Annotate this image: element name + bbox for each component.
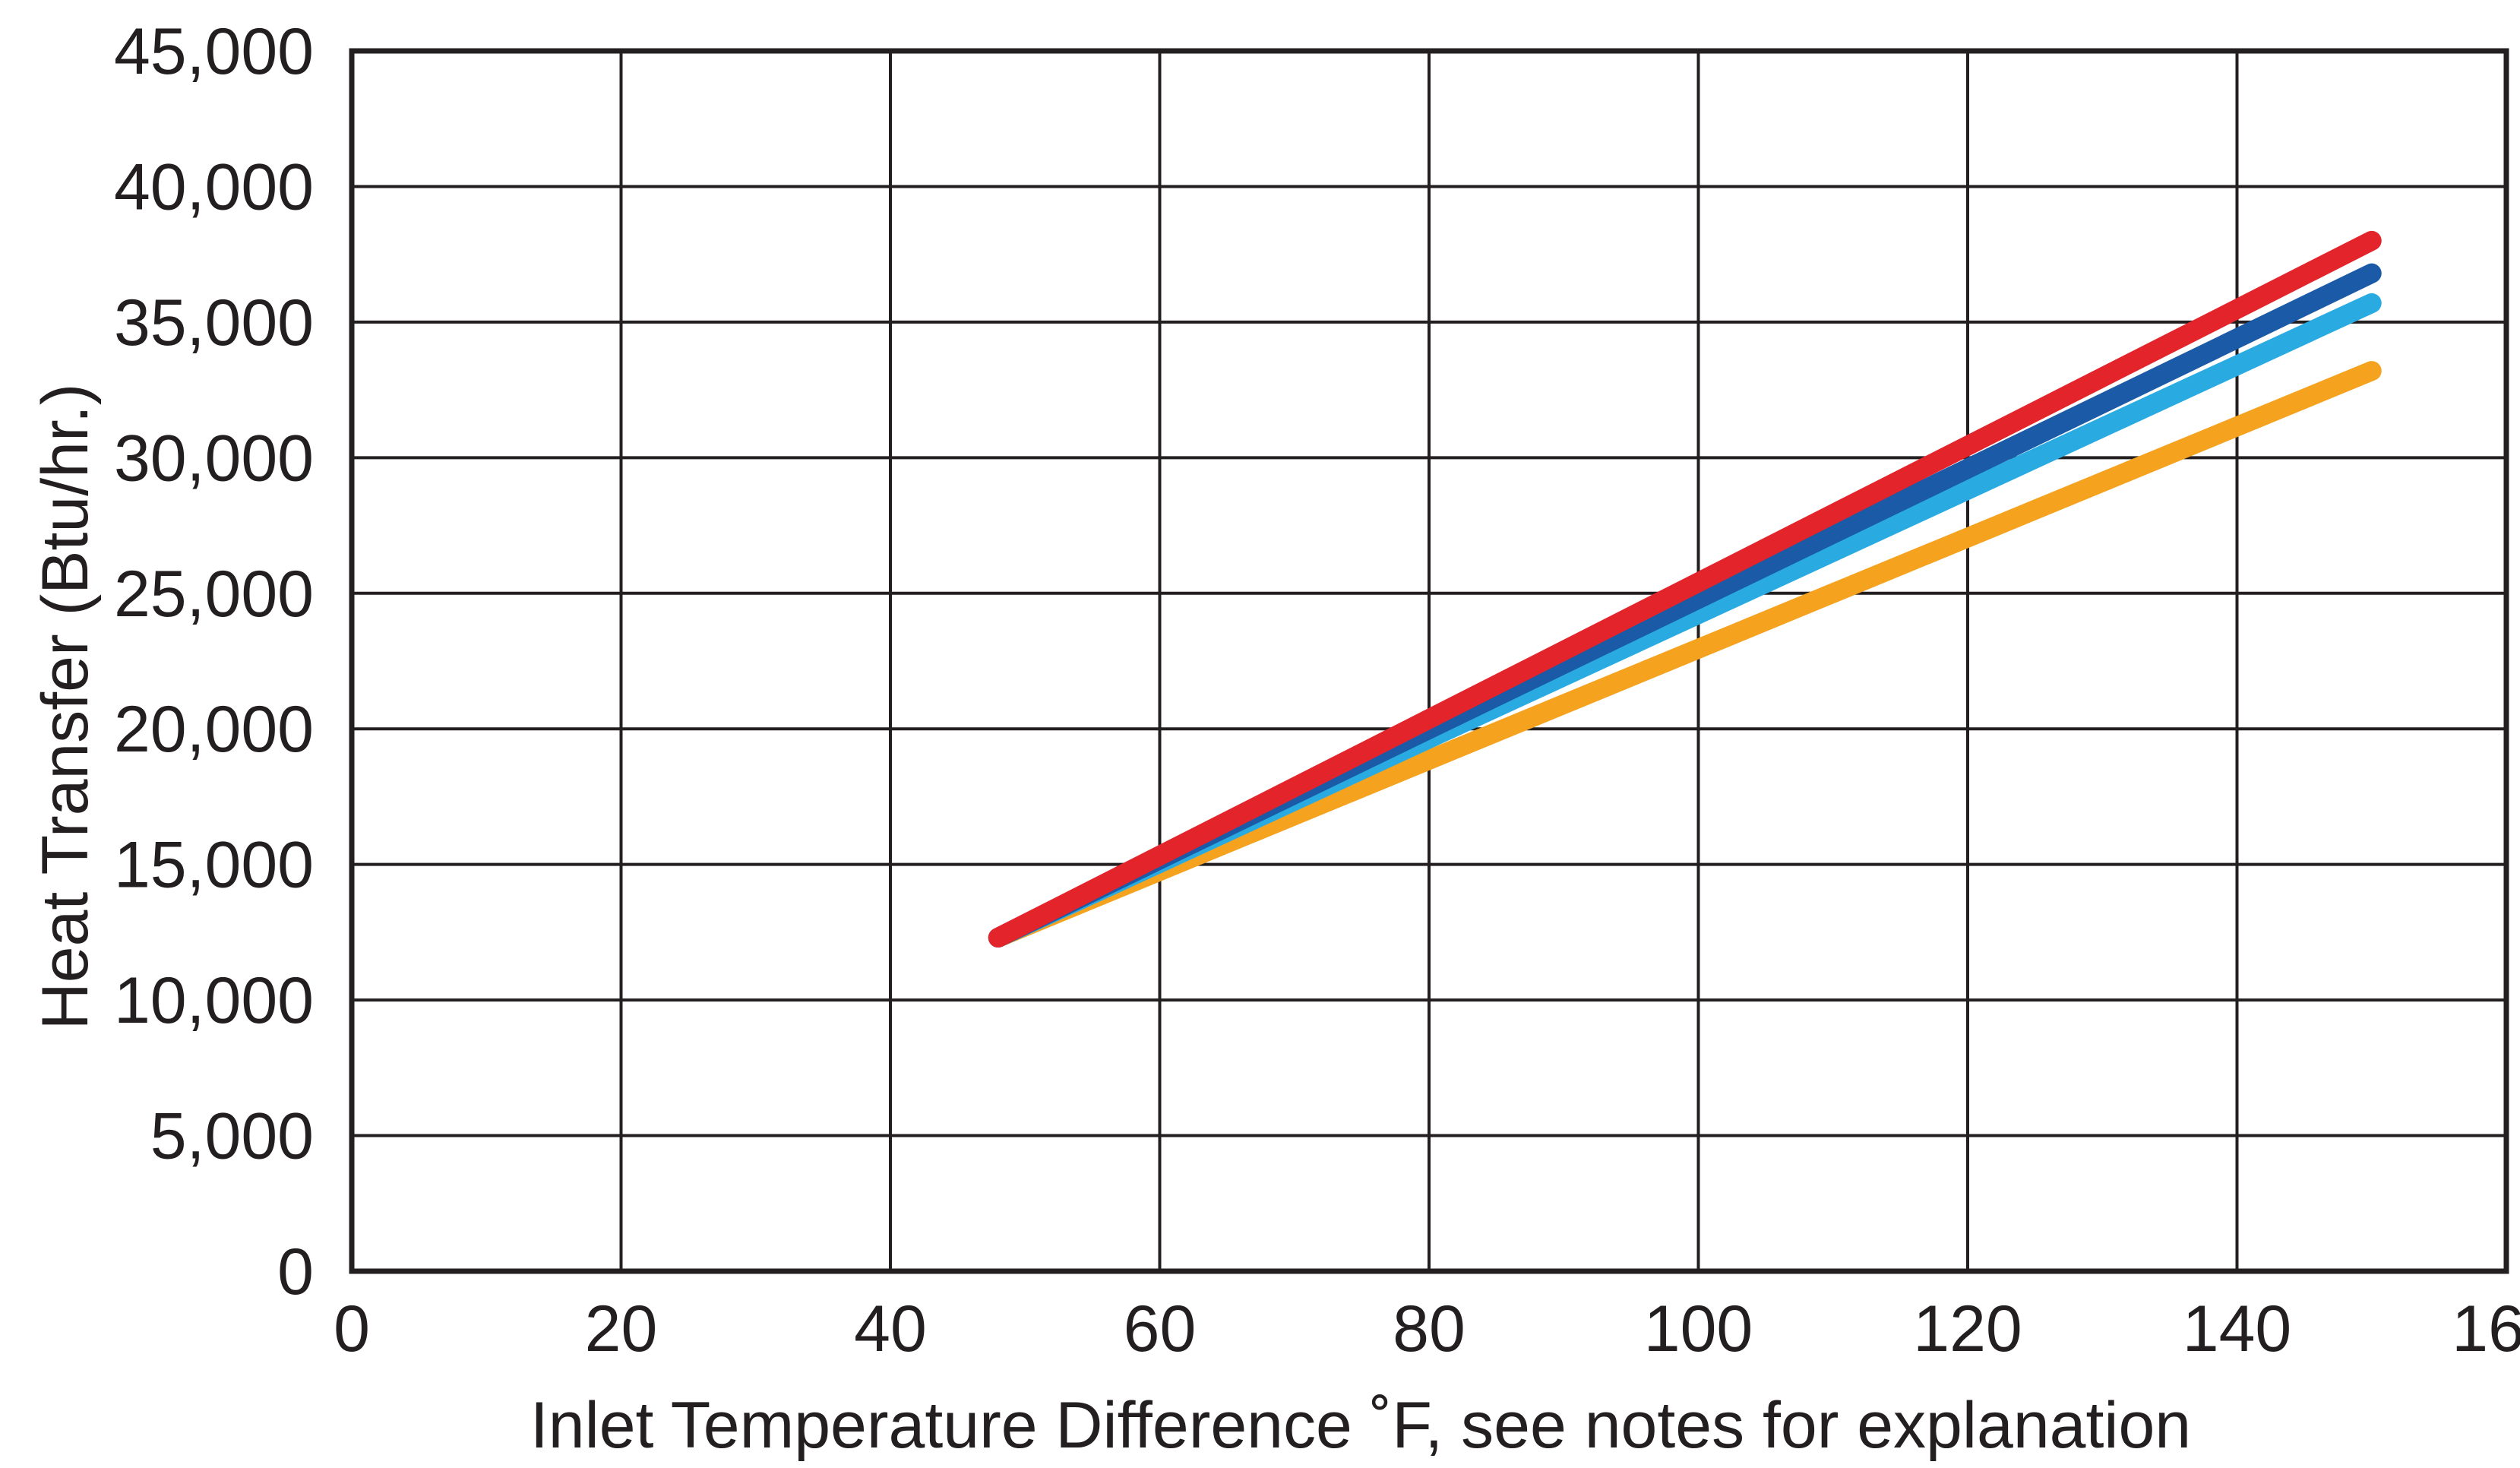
y-axis-ticks: 0 5,000 10,000 15,000 20,000 25,000 30,000 35,0… (114, 15, 314, 1308)
x-tick-label: 40 (854, 1292, 927, 1365)
plot-frame (349, 48, 2509, 1274)
x-tick-label: 0 (334, 1292, 370, 1365)
x-tick-label: 60 (1124, 1292, 1197, 1365)
y-axis-title: Heat Transfer (Btu/hr.) (29, 384, 102, 1030)
y-tick-label: 15,000 (114, 829, 314, 902)
y-tick-label: 5,000 (150, 1100, 314, 1173)
x-tick-label: 120 (1913, 1292, 2022, 1365)
series-group (988, 230, 2382, 948)
y-tick-label: 40,000 (114, 150, 314, 223)
y-tick-label: 30,000 (114, 422, 314, 495)
x-tick-label: 100 (1644, 1292, 1753, 1365)
x-tick-label: 80 (1393, 1292, 1466, 1365)
x-tick-label: 140 (2183, 1292, 2292, 1365)
x-tick-label: 20 (585, 1292, 658, 1365)
series-line-1 (988, 361, 2382, 948)
y-tick-label: 10,000 (114, 964, 314, 1037)
x-axis-ticks: 0 20 40 60 80 100 120 140 160 (334, 1292, 2520, 1365)
grid (352, 51, 2506, 1271)
y-tick-label: 25,000 (114, 558, 314, 631)
y-tick-label: 35,000 (114, 286, 314, 359)
x-axis-title: Inlet Temperature Difference ˚F, see not… (530, 1389, 2191, 1462)
y-tick-label: 20,000 (114, 693, 314, 766)
x-tick-label: 160 (2452, 1292, 2520, 1365)
y-tick-label: 0 (277, 1235, 314, 1308)
series-line-4 (988, 230, 2382, 948)
y-tick-label: 45,000 (114, 15, 314, 88)
